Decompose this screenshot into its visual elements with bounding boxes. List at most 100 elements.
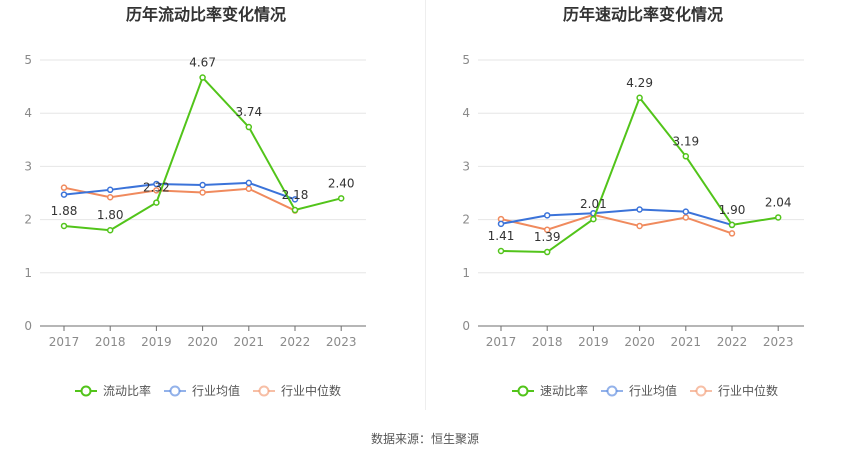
y-tick-label: 3	[24, 159, 32, 173]
y-tick-label: 2	[462, 213, 470, 227]
legend-label: 行业均值	[192, 383, 240, 398]
data-point	[291, 206, 299, 214]
legend-item-2: 行业中位数	[253, 383, 341, 398]
x-tick-label: 2019	[141, 335, 172, 349]
y-tick-label: 4	[24, 106, 32, 120]
data-point	[291, 196, 299, 203]
quick-ratio-chart: 历年速动比率变化情况 0 1 2 3 4 5 2017 2018 2019 2020 2021 2022…	[462, 5, 804, 398]
data-label: 2.32	[143, 181, 170, 195]
y-tick-label: 1	[24, 266, 32, 280]
data-point	[60, 191, 68, 198]
data-point	[245, 185, 253, 192]
x-tick-label: 2022	[280, 335, 311, 349]
x-tick-label: 2020	[187, 335, 218, 349]
data-point	[153, 199, 160, 206]
y-tick-label: 1	[462, 266, 470, 280]
y-tick-label: 2	[24, 213, 32, 227]
data-label: 2.40	[328, 176, 355, 190]
chart-title: 历年流动比率变化情况	[126, 5, 286, 24]
legend-item-1: 行业均值	[164, 383, 240, 398]
data-point	[728, 221, 736, 229]
data-point	[497, 247, 505, 255]
data-label: 2.18	[282, 188, 309, 202]
legend-label: 行业中位数	[281, 383, 341, 398]
legend-marker	[695, 385, 707, 397]
y-tick-label: 0	[24, 319, 32, 333]
y-tick-label: 0	[462, 319, 470, 333]
legend-item-0: 流动比率	[75, 383, 151, 398]
legend-item-2: 行业中位数	[690, 383, 778, 398]
data-point	[543, 212, 551, 219]
data-point	[153, 187, 160, 194]
y-tick-label: 4	[462, 106, 470, 120]
legend-label: 行业均值	[629, 383, 677, 398]
legend-label: 流动比率	[103, 383, 151, 398]
data-label: 4.29	[626, 76, 653, 90]
data-point	[337, 195, 345, 202]
x-tick-label: 2023	[763, 335, 794, 349]
data-label: 2.04	[765, 195, 792, 209]
x-tick-label: 2018	[532, 335, 563, 349]
data-point	[106, 226, 114, 234]
data-point	[543, 226, 551, 233]
y-tick-label: 5	[24, 53, 32, 67]
data-point	[774, 214, 782, 221]
x-tick-label: 2021	[671, 335, 702, 349]
legend-item-1: 行业均值	[601, 383, 677, 398]
series-line-2	[500, 213, 733, 235]
legend-marker	[169, 385, 181, 397]
data-point	[106, 194, 114, 201]
legend-item-0: 速动比率	[512, 383, 588, 398]
data-label: 1.90	[719, 203, 746, 217]
data-point	[60, 222, 68, 230]
data-label: 3.74	[235, 105, 262, 119]
series-line-1	[63, 181, 296, 201]
data-point	[728, 230, 736, 237]
legend-marker	[517, 385, 529, 397]
data-label: 1.88	[51, 204, 78, 218]
legend-marker	[80, 385, 92, 397]
data-point	[106, 186, 114, 194]
data-point	[245, 123, 253, 131]
data-label: 4.67	[189, 56, 216, 70]
data-point	[636, 222, 643, 230]
x-tick-label: 2017	[49, 335, 80, 349]
data-label: 1.41	[488, 229, 515, 243]
x-tick-label: 2019	[578, 335, 609, 349]
data-point	[497, 220, 505, 228]
current-ratio-chart: 历年流动比率变化情况 0 1 2 3 4 5 2017 2018 2019 2020 2021 2022…	[24, 5, 366, 398]
data-point	[682, 214, 690, 221]
y-tick-label: 3	[462, 159, 470, 173]
x-tick-label: 2018	[95, 335, 126, 349]
data-point	[590, 215, 597, 223]
x-tick-label: 2023	[326, 335, 357, 349]
legend-marker	[606, 385, 618, 397]
data-point	[153, 180, 160, 188]
x-tick-label: 2021	[234, 335, 265, 349]
data-point	[682, 208, 690, 215]
data-point	[60, 184, 68, 191]
data-point	[636, 94, 643, 102]
data-point	[543, 248, 551, 256]
data-point	[682, 153, 690, 160]
y-tick-label: 5	[462, 53, 470, 67]
legend-label: 行业中位数	[718, 383, 778, 398]
data-point	[199, 74, 206, 81]
data-source-note: 数据来源：恒生聚源	[370, 432, 479, 446]
data-point	[245, 179, 253, 187]
series-line-2	[63, 186, 296, 212]
chart-divider	[425, 0, 426, 410]
series-line-1	[500, 208, 733, 226]
legend-label: 速动比率	[540, 383, 588, 398]
data-label: 3.19	[672, 134, 699, 148]
data-label: 1.39	[534, 230, 561, 244]
data-point	[636, 206, 643, 213]
x-tick-label: 2020	[624, 335, 655, 349]
chart-title: 历年速动比率变化情况	[563, 5, 723, 24]
x-tick-label: 2022	[717, 335, 748, 349]
legend-marker	[258, 385, 270, 397]
data-point	[199, 181, 206, 189]
x-tick-label: 2017	[486, 335, 517, 349]
data-label: 2.01	[580, 197, 607, 211]
